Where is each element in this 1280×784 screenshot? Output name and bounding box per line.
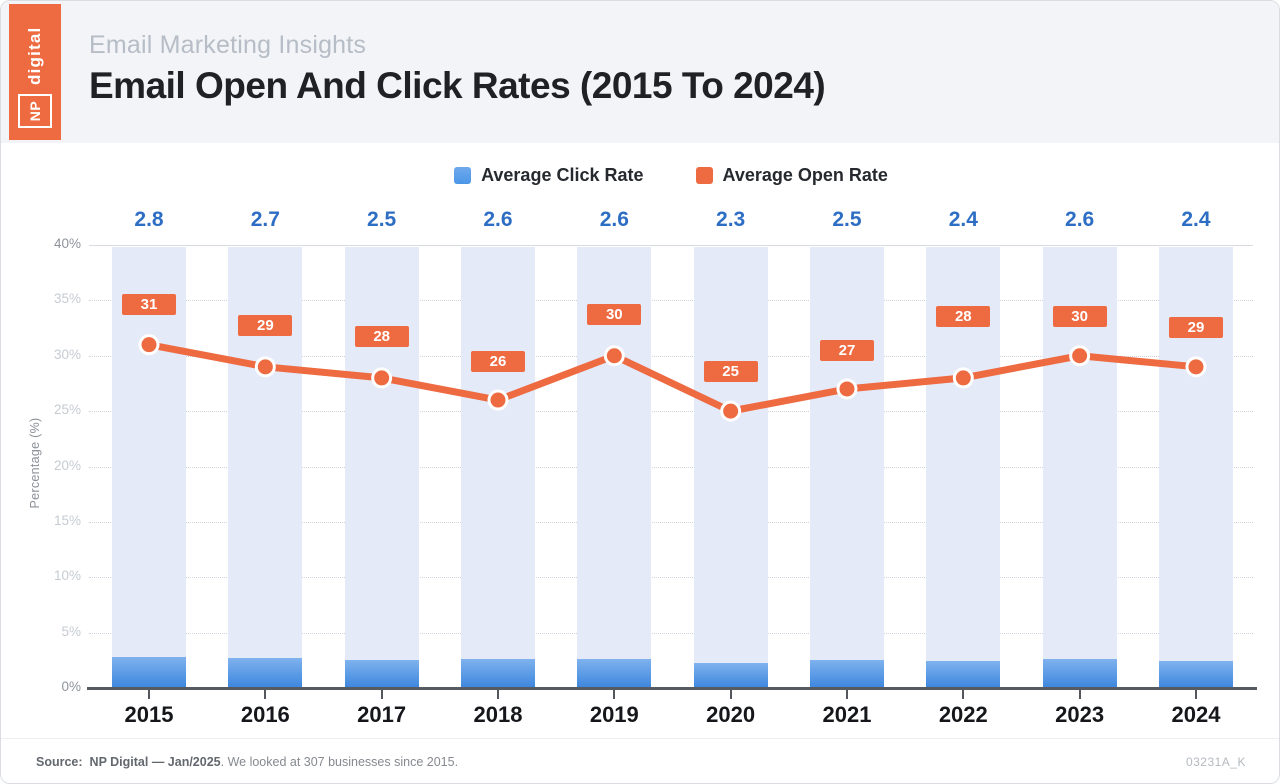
- y-tick-label: 5%: [61, 623, 81, 639]
- open-rate-label: 28: [936, 305, 991, 327]
- x-axis-year-label: 2015: [124, 702, 174, 727]
- open-rate-label: 26: [470, 351, 525, 373]
- legend-item-click-rate: Average Click Rate: [454, 164, 644, 186]
- click-rate-bar: [344, 660, 419, 688]
- open-rate-label: 28: [354, 325, 409, 347]
- click-rate-bar: [460, 659, 535, 688]
- x-axis-year-label: 2021: [822, 702, 872, 727]
- click-rate-value: 2.5: [367, 208, 397, 231]
- x-axis-tick: [148, 690, 150, 699]
- gridline: [89, 300, 1253, 302]
- x-axis-tick: [962, 690, 965, 699]
- source-rest: . We looked at 307 businesses since 2015…: [220, 754, 459, 769]
- click-rate-bar: [112, 656, 186, 688]
- source-label: Source:: [36, 754, 83, 769]
- chart-legend: Average Click Rate Average Open Rate: [89, 161, 1253, 189]
- click-rate-bar: [1042, 659, 1117, 688]
- y-tick-label: 15%: [53, 512, 81, 528]
- open-rate-label: 31: [122, 293, 176, 315]
- x-axis-year-label: 2017: [357, 702, 407, 727]
- click-rate-value: 2.7: [250, 208, 280, 231]
- click-rate-bar: [1158, 661, 1233, 688]
- legend-label-open-rate: Average Open Rate: [722, 164, 888, 185]
- open-rate-swatch-icon: [695, 166, 713, 184]
- np-digital-logo: NP digital: [9, 4, 61, 140]
- legend-item-open-rate: Average Open Rate: [695, 164, 888, 186]
- click-rate-value: 2.5: [832, 208, 862, 231]
- footer: Source: NP Digital — Jan/2025. We looked …: [1, 738, 1279, 783]
- click-rate-value: 2.3: [716, 208, 746, 231]
- column-background: [228, 247, 303, 688]
- y-tick-label: 30%: [53, 346, 81, 362]
- y-tick-label: 35%: [53, 291, 81, 307]
- y-tick-label: 25%: [53, 402, 81, 418]
- header: NP digital Email Marketing Insights Emai…: [1, 1, 1279, 143]
- legend-label-click-rate: Average Click Rate: [481, 164, 644, 185]
- source-bold: NP Digital — Jan/2025: [89, 754, 221, 769]
- column-background: [112, 247, 186, 688]
- x-axis-year-label: 2023: [1055, 702, 1105, 727]
- gridline: [89, 632, 1253, 634]
- click-rate-value: 2.4: [1181, 208, 1211, 231]
- click-rate-value: 2.4: [948, 208, 978, 231]
- y-tick-label: 40%: [53, 236, 81, 251]
- open-rate-line: [145, 341, 1200, 415]
- click-rate-bar: [693, 662, 768, 688]
- page-title: Email Open And Click Rates (2015 To 2024…: [89, 65, 826, 106]
- open-rate-label: 29: [238, 314, 293, 336]
- click-rate-bar: [926, 661, 1001, 688]
- open-rate-label: 27: [819, 339, 874, 361]
- x-axis-tick: [1194, 690, 1197, 699]
- open-rate-label: 30: [587, 303, 642, 325]
- click-rate-bar: [809, 660, 884, 688]
- click-rate-bar: [228, 658, 303, 688]
- open-rate-label: 29: [1168, 316, 1223, 338]
- x-axis-tick: [613, 690, 616, 699]
- subtitle: Email Marketing Insights: [89, 31, 367, 59]
- click-rate-value: 2.6: [1065, 208, 1095, 231]
- y-tick-label: 10%: [53, 568, 81, 584]
- column-background: [1158, 247, 1233, 688]
- x-axis-tick: [729, 690, 732, 699]
- column-background: [460, 247, 535, 688]
- click-rate-value: 2.6: [599, 208, 629, 231]
- x-axis-year-label: 2016: [240, 702, 290, 727]
- click-rate-swatch-icon: [454, 166, 472, 184]
- x-axis-tick: [264, 690, 267, 699]
- column-background: [693, 247, 768, 688]
- gridline: [89, 577, 1253, 579]
- x-axis-line: [87, 687, 1257, 690]
- click-rate-bar: [577, 659, 652, 688]
- x-axis-year-label: 2019: [589, 702, 639, 727]
- source-note: Source: NP Digital — Jan/2025. We looked …: [36, 755, 458, 769]
- open-rate-label: 25: [703, 361, 758, 383]
- x-axis-tick: [845, 690, 848, 699]
- click-rate-value: 2.8: [134, 208, 164, 231]
- y-tick-label: 20%: [53, 457, 81, 473]
- y-tick-label: 0%: [61, 679, 81, 694]
- footer-code: 03231A_K: [1185, 754, 1246, 769]
- x-axis-year-label: 2020: [706, 702, 756, 727]
- click-rate-value: 2.6: [483, 208, 513, 231]
- x-axis-tick: [380, 690, 383, 699]
- gridline-top: [89, 245, 1253, 246]
- open-rate-label: 30: [1052, 305, 1107, 327]
- x-axis-year-label: 2022: [938, 702, 988, 727]
- column-background: [344, 247, 419, 688]
- x-axis-year-label: 2018: [473, 702, 523, 727]
- x-axis-year-label: 2024: [1171, 702, 1221, 727]
- column-background: [809, 247, 884, 688]
- gridline: [89, 521, 1253, 523]
- gridline: [89, 466, 1253, 468]
- x-axis-tick: [1078, 690, 1081, 699]
- x-axis-tick: [496, 690, 499, 699]
